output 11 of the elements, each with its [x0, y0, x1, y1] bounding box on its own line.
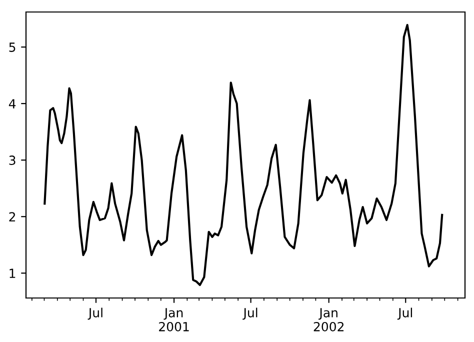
- y-tick-label: 5: [9, 42, 16, 52]
- y-tick-label: 3: [9, 156, 16, 166]
- y-tick-label: 4: [8, 99, 16, 108]
- line-series: [44, 24, 444, 286]
- x-tick-label: Jul: [397, 308, 412, 320]
- x-tick-label: Jul: [88, 308, 102, 320]
- x-tick-label: Jan 2002: [314, 308, 344, 332]
- y-tick-label: 1: [10, 268, 16, 278]
- x-tick-label: Jan 2001: [159, 308, 189, 332]
- x-tick-label: Jul: [242, 308, 258, 320]
- y-tick-label: 2: [9, 212, 16, 222]
